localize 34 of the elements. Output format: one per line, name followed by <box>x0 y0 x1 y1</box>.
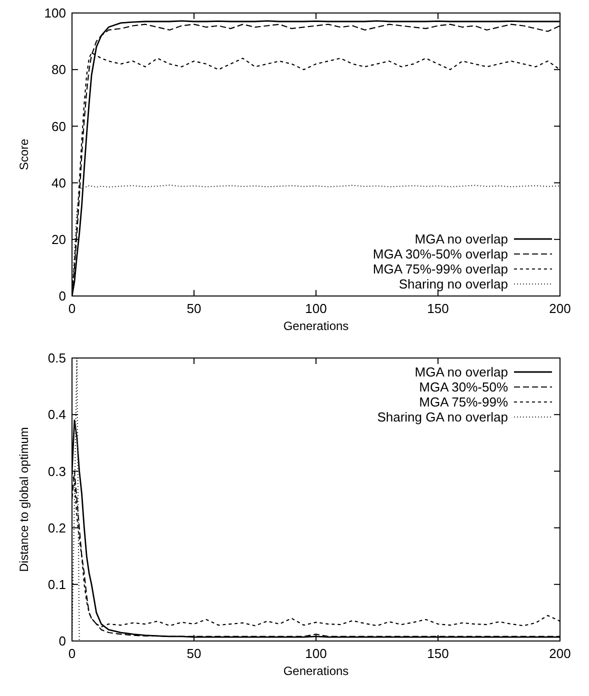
y-axis-title: Distance to global optimum <box>17 427 31 572</box>
x-tick-label: 50 <box>186 301 202 316</box>
x-tick-label: 0 <box>68 646 76 661</box>
y-tick-label: 80 <box>52 62 66 78</box>
y-tick-label: 40 <box>52 175 66 190</box>
x-tick-label: 100 <box>305 301 327 316</box>
y-tick-label: 20 <box>52 232 66 247</box>
y-axis-title: Score <box>17 138 31 170</box>
legend-label: MGA no overlap <box>414 364 508 380</box>
legend-label: MGA no overlap <box>414 232 508 247</box>
legend-label: MGA 30%-50% <box>419 380 508 395</box>
y-tick-label: 0 <box>58 634 66 649</box>
x-tick-label: 100 <box>305 646 327 661</box>
x-tick-label: 0 <box>68 301 76 316</box>
x-tick-label: 200 <box>549 301 571 316</box>
x-tick-label: 50 <box>186 646 202 661</box>
y-tick-label: 0.1 <box>48 576 66 592</box>
legend-label: MGA 75%-99% overlap <box>372 262 508 277</box>
y-tick-label: 0.4 <box>48 407 66 422</box>
y-tick-label: 0.5 <box>48 350 66 366</box>
legend-label: MGA 75%-99% <box>419 394 508 410</box>
legend-label: MGA 30%-50% overlap <box>372 246 508 262</box>
x-tick-label: 150 <box>427 646 449 661</box>
y-tick-label: 0.3 <box>48 464 66 479</box>
legend-label: Sharing GA no overlap <box>377 410 508 425</box>
y-tick-label: 0.2 <box>48 520 66 536</box>
y-tick-label: 100 <box>44 6 66 21</box>
y-tick-label: 0 <box>58 288 66 304</box>
x-tick-label: 150 <box>427 301 449 316</box>
x-tick-label: 200 <box>549 646 571 661</box>
legend-label: Sharing no overlap <box>398 276 508 292</box>
y-tick-label: 60 <box>52 118 66 134</box>
x-axis-title: Generations <box>283 319 349 333</box>
x-axis-title: Generations <box>283 664 349 678</box>
